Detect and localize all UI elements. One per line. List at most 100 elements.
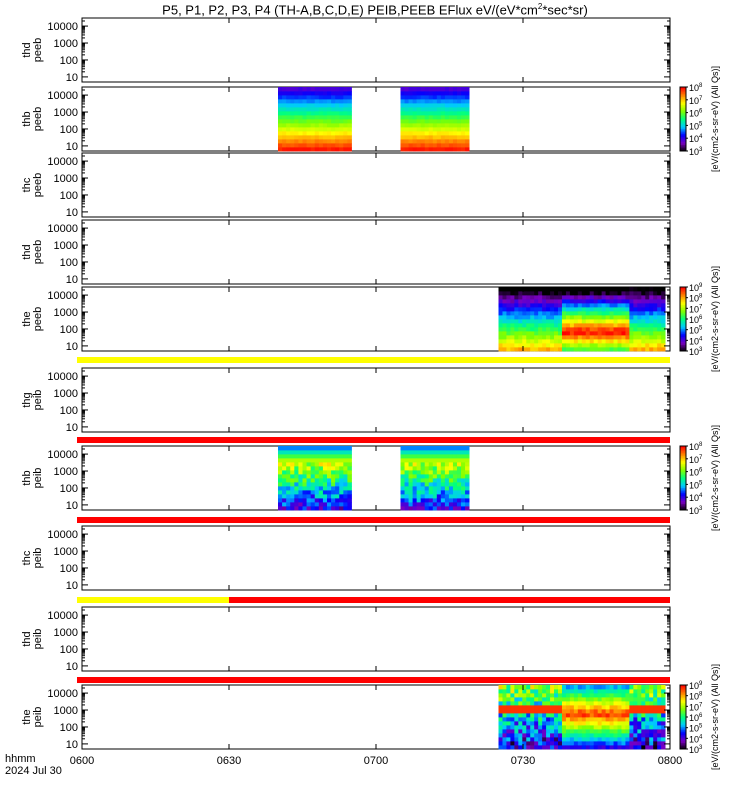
spectrogram-cell [448, 87, 454, 92]
spectrogram-cell [343, 470, 348, 475]
spectrogram-cell [561, 287, 567, 292]
colorbar-cell [680, 739, 686, 742]
spectrogram-cell [573, 725, 579, 730]
spectrogram-cell [510, 335, 515, 340]
spectrogram-cell [653, 741, 658, 746]
spectrogram-cell [629, 693, 634, 698]
colorbar-cell [680, 508, 686, 511]
colorbar-cell [680, 712, 686, 715]
spectrogram-cell [420, 115, 426, 120]
spectrogram-cell [633, 295, 638, 300]
colorbar-cell [680, 315, 686, 318]
spectrogram-cell [428, 123, 434, 128]
spectrogram-cell [502, 741, 507, 746]
spectrogram-cell [424, 490, 430, 495]
spectrogram-cell [448, 470, 454, 475]
spectrogram-cell [461, 123, 466, 128]
spectrogram-cell [502, 315, 507, 320]
spectrogram-cell [465, 446, 470, 451]
spectrogram-cell [617, 689, 622, 694]
spectrogram-cell [573, 323, 579, 328]
spectrogram-cell [573, 705, 579, 710]
spectrogram-cell [637, 327, 642, 332]
spectrogram-cell [322, 458, 328, 463]
spectrogram-cell [440, 506, 446, 511]
spectrogram-cell [657, 725, 662, 730]
spectrogram-cell [581, 311, 587, 316]
spectrogram-cell [577, 745, 583, 750]
spectrogram-cell [530, 693, 535, 698]
colorbar-cell [680, 466, 686, 469]
spectrogram-cell [641, 311, 646, 316]
x-tick-label: 0700 [364, 755, 388, 767]
spectrogram-cell [546, 697, 551, 702]
spectrogram-cell [339, 502, 344, 507]
spectrogram-cell [613, 697, 618, 702]
spectrogram-cell [601, 713, 606, 718]
spectrogram-cell [597, 709, 603, 714]
y-tick-label: 1000 [54, 466, 78, 478]
spectrogram-cell [302, 446, 307, 451]
y-tick-label: 10 [66, 422, 78, 434]
spectrogram-cell [461, 99, 466, 104]
spectrogram-cell [318, 454, 324, 459]
spectrogram-cell [558, 713, 563, 718]
spectrogram-cell [577, 685, 583, 690]
spectrogram-cell [514, 315, 519, 320]
spectrogram-cell [408, 143, 414, 148]
spectrogram-cell [569, 709, 575, 714]
spectrogram-cell [327, 139, 332, 144]
spectrogram-cell [339, 458, 344, 463]
spectrogram-cell [302, 486, 307, 491]
spectrogram-cell [561, 713, 567, 718]
spectrogram-cell [518, 287, 523, 292]
spectrogram-cell [298, 506, 303, 511]
spectrogram-cell [661, 307, 666, 312]
spectrogram-cell [550, 733, 555, 738]
spectrogram-cell [327, 131, 332, 136]
spectrogram-cell [278, 91, 283, 96]
spectrogram-cell [420, 91, 426, 96]
spectrogram-cell [558, 701, 563, 706]
spectrogram-cell [641, 725, 646, 730]
spectrogram-cell [432, 115, 438, 120]
spectrogram-cell [322, 115, 328, 120]
spectrogram-cell [282, 123, 287, 128]
spectrogram-cell [298, 143, 303, 148]
spectrogram-cell [649, 685, 654, 690]
spectrogram-cell [609, 721, 614, 726]
spectrogram-cell [314, 474, 320, 479]
spectrogram-cell [657, 347, 662, 352]
colorbar-tick-exponent: 9 [699, 681, 703, 687]
spectrogram-cell [298, 502, 303, 507]
spectrogram-cell [510, 737, 515, 742]
spectrogram-cell [561, 303, 567, 308]
spectrogram-cell [569, 331, 575, 336]
spectrogram-cell [506, 339, 511, 344]
spectrogram-cell [581, 721, 587, 726]
spectrogram-cell [432, 482, 438, 487]
spectrogram-cell [526, 733, 531, 738]
spectrogram-cell [436, 95, 442, 100]
spectrogram-cell [538, 721, 543, 726]
spectrogram-cell [558, 307, 563, 312]
spectrogram-cell [554, 331, 559, 336]
spectrogram-cell [432, 486, 438, 491]
panel-label-probe: thd [21, 631, 33, 646]
spectrogram-cell [461, 458, 466, 463]
spectrogram-cell [436, 474, 442, 479]
spectrogram-cell [416, 131, 422, 136]
spectrogram-cell [625, 729, 630, 734]
spectrogram-cell [298, 486, 303, 491]
spectrogram-cell [597, 315, 603, 320]
spectrogram-cell [456, 450, 462, 455]
spectrogram-cell [331, 466, 336, 471]
spectrogram-cell [633, 721, 638, 726]
spectrogram-cell [573, 709, 579, 714]
spectrogram-cell [322, 450, 328, 455]
spectrogram-cell [645, 745, 650, 750]
spectrogram-cell [290, 450, 295, 455]
spectrogram-cell [550, 713, 555, 718]
spectrogram-cell [522, 319, 527, 324]
colorbar-cell [680, 95, 686, 97]
